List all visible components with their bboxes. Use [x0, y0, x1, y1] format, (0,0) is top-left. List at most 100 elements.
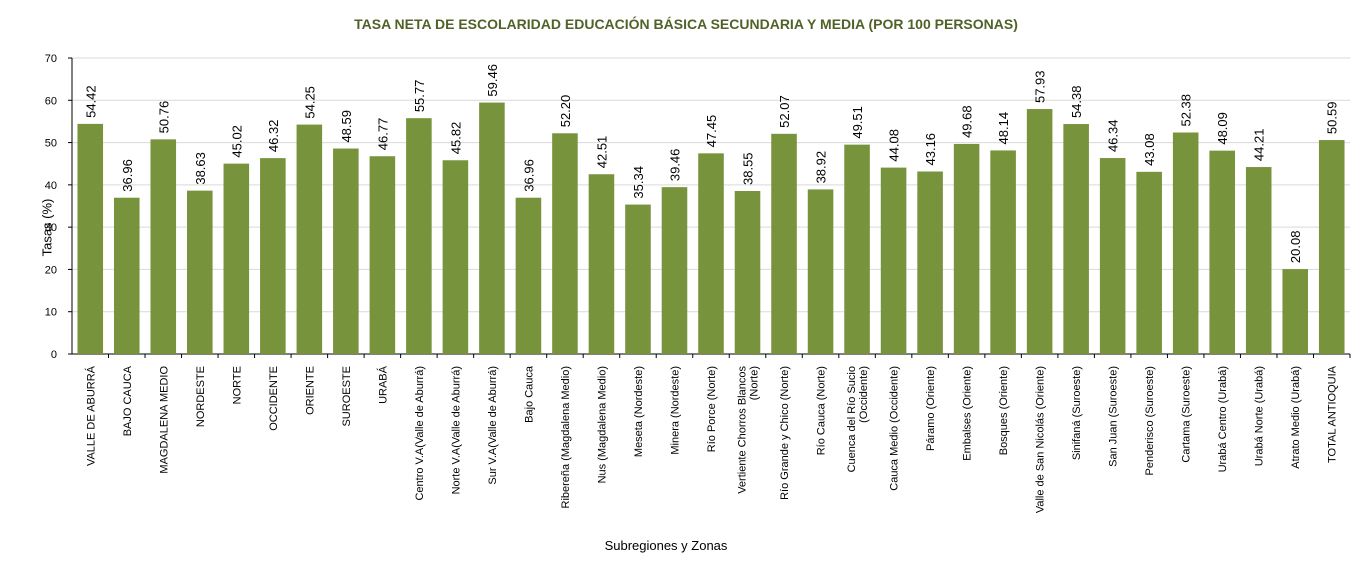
- x-tick-label: Vertiente Chorros Blancos: [737, 366, 749, 494]
- bar: [734, 190, 761, 354]
- data-label: 46.32: [266, 120, 281, 153]
- bar: [1245, 167, 1272, 354]
- x-tick-label: NORTE: [231, 366, 243, 404]
- bar: [442, 160, 469, 354]
- bar: [333, 148, 359, 354]
- bar: [1136, 171, 1162, 354]
- x-tick-label: Río Porce (Norte): [706, 366, 718, 452]
- x-tick-label: Cauca Medio (Occidente): [889, 366, 901, 491]
- bar: [1026, 109, 1053, 355]
- data-label: 48.59: [339, 110, 354, 143]
- data-label: 54.38: [1069, 86, 1084, 119]
- data-label: 50.76: [156, 101, 171, 134]
- bar: [187, 190, 213, 354]
- bar: [1063, 124, 1089, 354]
- data-label: 20.08: [1288, 231, 1303, 264]
- data-label: 59.46: [485, 64, 500, 97]
- x-tick-label: Meseta (Nordeste): [633, 366, 645, 457]
- data-label: 50.59: [1325, 102, 1340, 135]
- y-tick-label: 70: [45, 53, 57, 65]
- data-label: 48.14: [996, 112, 1011, 145]
- x-tick-label: ORIENTE: [304, 366, 316, 415]
- y-tick-label: 30: [45, 222, 57, 234]
- data-label: 46.77: [375, 118, 390, 151]
- x-tick-label: URABÁ: [376, 365, 389, 404]
- data-label: 45.02: [229, 125, 244, 158]
- data-label: 45.82: [448, 122, 463, 155]
- x-tick-label: VALLE DE ABURRÁ: [84, 365, 97, 466]
- data-label: 39.46: [667, 149, 682, 182]
- bar: [917, 171, 943, 354]
- bar: [1209, 150, 1235, 354]
- x-tick-label: Penderisco (Suroeste): [1144, 366, 1156, 475]
- x-tick-label: Bajo Cauca: [523, 365, 535, 423]
- data-label: 43.16: [923, 133, 938, 166]
- x-tick-label: Páramo (Oriente): [925, 366, 937, 451]
- x-axis-label: Subregiones y Zonas: [604, 538, 728, 553]
- data-label: 54.25: [302, 86, 317, 119]
- x-tick-label: Valle de San Nicolás (Oriente): [1035, 366, 1047, 513]
- x-tick-label: Sur V.A(Valle de Aburrá): [487, 366, 499, 485]
- bar: [369, 156, 396, 354]
- y-tick-label: 60: [45, 95, 57, 107]
- bar: [260, 158, 286, 354]
- data-label: 49.51: [850, 106, 865, 139]
- x-tick-label: Urabá Centro (Urabá): [1217, 366, 1229, 472]
- x-tick-label: Sinifaná (Suroeste): [1071, 366, 1083, 460]
- bar: [150, 139, 177, 354]
- x-tick-label: (Norte): [749, 366, 761, 400]
- data-label: 54.42: [83, 85, 98, 118]
- data-label: 55.77: [412, 80, 427, 113]
- data-label: 42.51: [594, 136, 609, 169]
- bar: [698, 153, 724, 354]
- x-tick-label: NORDESTE: [195, 366, 207, 427]
- data-label: 43.08: [1142, 133, 1157, 166]
- data-label: 38.63: [193, 152, 208, 185]
- data-label: 52.20: [558, 95, 573, 128]
- data-label: 36.96: [120, 159, 135, 192]
- x-tick-label: Bosques (Oriente): [998, 366, 1010, 455]
- x-tick-label: Nus (Magdalena Medio): [596, 366, 608, 483]
- x-tick-label: OCCIDENTE: [268, 366, 280, 431]
- x-tick-label: BAJO CAUCA: [122, 365, 134, 436]
- x-tick-label: Minera (Nordeste): [669, 366, 681, 455]
- data-label: 48.09: [1215, 112, 1230, 145]
- x-tick-label: Embalses (Oriente): [962, 366, 974, 461]
- bar: [771, 133, 797, 354]
- x-tick-label: Atrato Medio (Urabá): [1290, 366, 1302, 469]
- y-tick-label: 20: [45, 264, 57, 276]
- bar: [406, 118, 432, 354]
- bar: [625, 204, 651, 354]
- y-tick-label: 40: [45, 180, 57, 192]
- x-tick-label: Río Grande y Chico (Norte): [779, 366, 791, 500]
- bar: [552, 133, 578, 354]
- x-tick-label: Centro V.A(Valle de Aburrá): [414, 366, 426, 501]
- y-tick-label: 0: [51, 349, 57, 361]
- data-label: 47.45: [704, 115, 719, 148]
- data-label: 38.92: [814, 151, 829, 184]
- bar: [296, 124, 323, 354]
- bar: [880, 167, 907, 354]
- x-tick-label: San Juan (Suroeste): [1108, 366, 1120, 467]
- x-tick-label: Urabá Norte (Urabá): [1254, 366, 1266, 466]
- x-tick-label: Ribereña (Magdalena Medio): [560, 366, 572, 508]
- x-tick-label: Cuenca del Río Sucio: [846, 366, 858, 472]
- bar: [588, 174, 615, 354]
- bar: [479, 102, 505, 354]
- bar: [223, 163, 250, 354]
- y-tick-label: 50: [45, 138, 57, 150]
- x-tick-label: TOTAL ANTIOQUIA: [1327, 365, 1339, 463]
- y-tick-label: 10: [45, 307, 57, 319]
- data-label: 52.38: [1179, 94, 1194, 127]
- bar: [1099, 158, 1126, 354]
- x-tick-label: (Occidente): [858, 366, 870, 423]
- data-label: 44.08: [887, 129, 902, 162]
- data-label: 57.93: [1033, 70, 1048, 103]
- chart-title: TASA NETA DE ESCOLARIDAD EDUCACIÓN BÁSIC…: [354, 16, 1018, 32]
- data-label: 52.07: [777, 95, 792, 128]
- x-tick-label: MAGDALENA MEDIO: [158, 366, 170, 474]
- bar: [77, 123, 104, 355]
- bar: [1282, 269, 1309, 354]
- bar: [990, 150, 1016, 354]
